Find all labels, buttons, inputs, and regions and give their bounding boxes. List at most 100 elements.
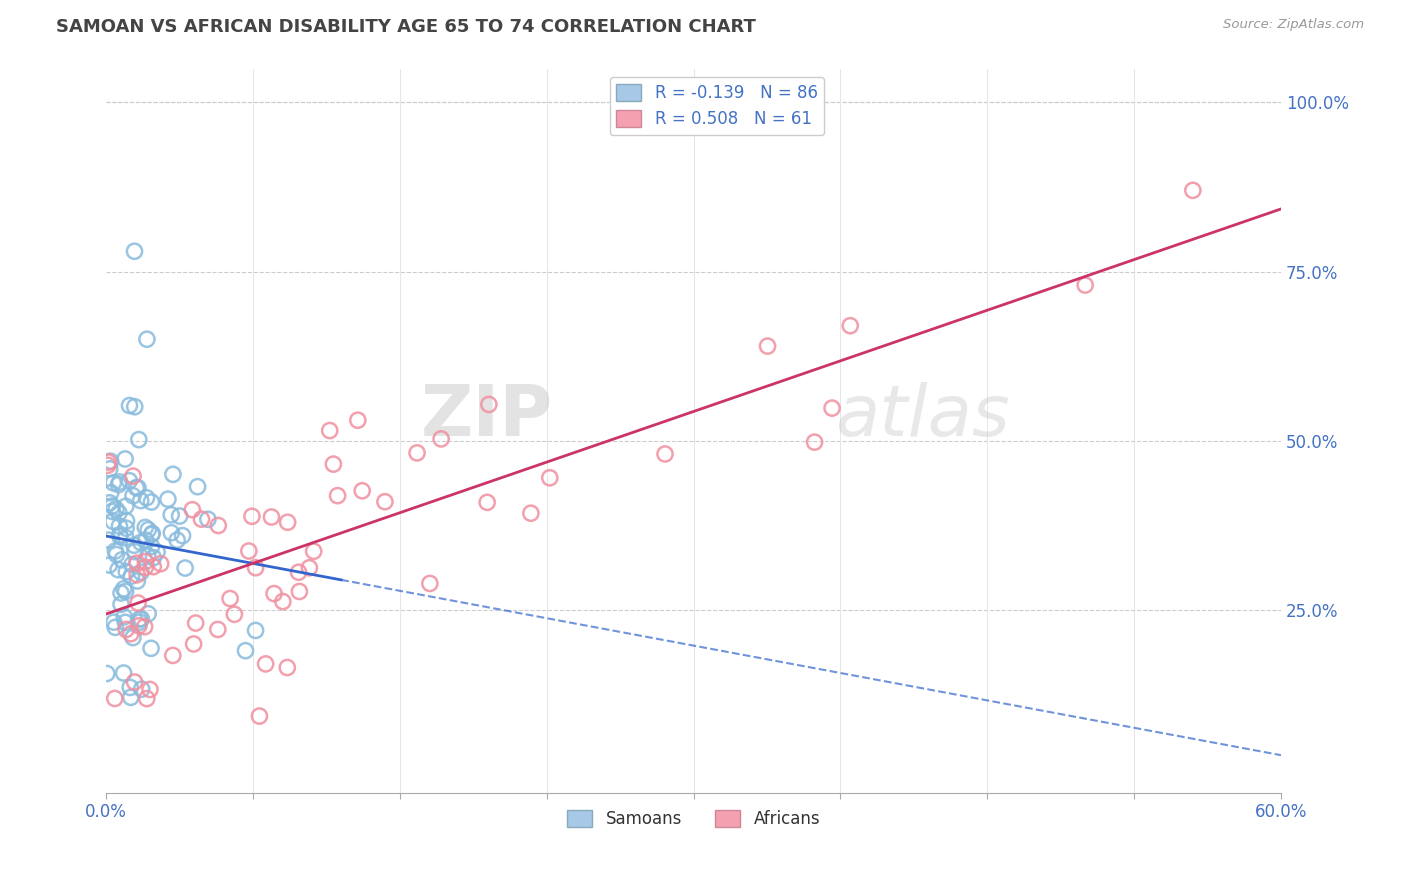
Point (538, 471, 561, 485)
Point (245, 624, 267, 638)
Point (135, 691, 157, 706)
Point (114, 584, 136, 599)
Point (134, 520, 156, 534)
Point (181, 502, 204, 516)
Point (238, 544, 260, 558)
Point (136, 332, 159, 346)
Point (197, 512, 219, 526)
Point (478, 397, 501, 411)
Point (112, 666, 135, 681)
Point (141, 540, 163, 554)
Point (122, 538, 145, 552)
Point (114, 500, 136, 514)
Point (128, 619, 150, 633)
Point (240, 509, 263, 524)
Point (134, 555, 156, 569)
Point (127, 481, 149, 495)
Point (127, 556, 149, 570)
Point (419, 576, 441, 591)
Point (107, 563, 129, 577)
Point (156, 492, 179, 507)
Point (224, 607, 246, 622)
Point (108, 529, 131, 543)
Point (756, 339, 779, 353)
Point (120, 681, 142, 695)
Point (235, 643, 257, 657)
Point (108, 475, 131, 489)
Point (141, 495, 163, 509)
Point (114, 615, 136, 630)
Point (520, 506, 543, 520)
Point (160, 525, 183, 540)
Point (149, 557, 172, 571)
Point (124, 400, 146, 414)
Point (101, 504, 124, 518)
Point (134, 620, 156, 634)
Point (146, 545, 169, 559)
Point (108, 519, 131, 533)
Point (118, 399, 141, 413)
Point (124, 675, 146, 690)
Point (131, 612, 153, 626)
Point (100, 485, 122, 500)
Point (430, 432, 453, 446)
Point (98, 462, 121, 476)
Point (352, 483, 374, 498)
Point (105, 502, 128, 516)
Point (136, 549, 159, 563)
Point (101, 514, 124, 528)
Point (162, 648, 184, 663)
Point (127, 596, 149, 610)
Point (142, 559, 165, 574)
Point (98, 496, 121, 510)
Point (302, 544, 325, 558)
Point (141, 526, 163, 541)
Point (322, 457, 344, 471)
Point (128, 612, 150, 626)
Point (219, 591, 242, 606)
Point (120, 569, 142, 583)
Point (101, 499, 124, 513)
Point (654, 447, 676, 461)
Point (141, 527, 163, 541)
Point (97, 533, 120, 547)
Point (110, 586, 132, 600)
Legend: Samoans, Africans: Samoans, Africans (561, 804, 827, 835)
Point (115, 521, 138, 535)
Point (839, 318, 862, 333)
Point (406, 446, 429, 460)
Point (114, 531, 136, 545)
Point (103, 615, 125, 629)
Point (184, 615, 207, 630)
Point (112, 582, 135, 596)
Point (174, 561, 197, 575)
Point (128, 433, 150, 447)
Point (97, 458, 120, 473)
Point (96, 666, 118, 681)
Point (104, 544, 127, 558)
Point (127, 574, 149, 588)
Point (1074, 278, 1097, 293)
Point (326, 489, 349, 503)
Point (172, 528, 194, 542)
Point (120, 690, 142, 705)
Point (374, 494, 396, 508)
Point (803, 435, 825, 450)
Point (135, 533, 157, 548)
Point (287, 566, 309, 580)
Text: Source: ZipAtlas.com: Source: ZipAtlas.com (1223, 18, 1364, 31)
Point (187, 480, 209, 494)
Point (821, 401, 844, 416)
Point (288, 584, 311, 599)
Point (108, 506, 131, 520)
Point (124, 544, 146, 558)
Point (139, 682, 162, 697)
Point (129, 493, 152, 508)
Point (118, 474, 141, 488)
Text: ZIP: ZIP (420, 382, 553, 450)
Point (114, 452, 136, 467)
Point (115, 565, 138, 579)
Point (162, 467, 184, 482)
Point (107, 477, 129, 491)
Point (277, 515, 299, 529)
